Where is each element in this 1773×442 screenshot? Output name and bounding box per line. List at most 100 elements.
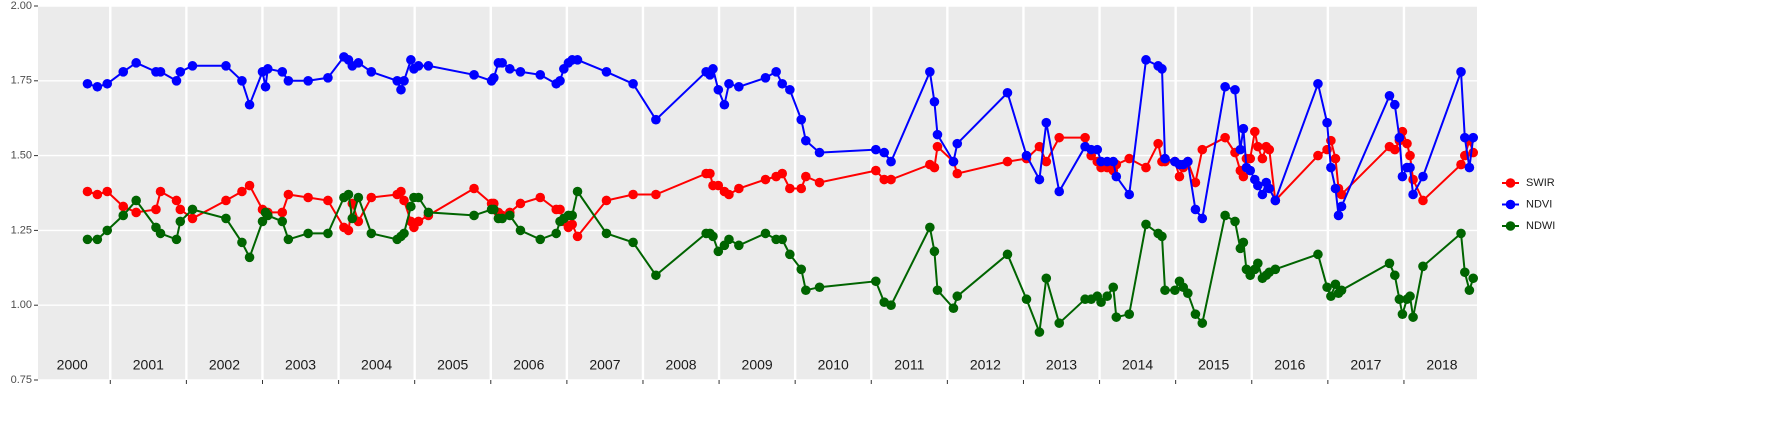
data-point	[1157, 64, 1167, 74]
data-point	[601, 228, 612, 239]
data-point	[469, 210, 479, 221]
data-point	[237, 237, 247, 248]
data-point	[1124, 309, 1135, 319]
data-point	[1408, 174, 1418, 185]
data-point	[713, 246, 724, 257]
data-point	[932, 129, 943, 140]
data-point	[551, 228, 562, 239]
data-point	[925, 67, 935, 77]
data-point	[1021, 150, 1032, 161]
data-point	[734, 183, 744, 194]
year-label: 2013	[1046, 357, 1077, 373]
data-point	[244, 252, 255, 263]
year-label: 2000	[57, 357, 88, 373]
data-point	[1238, 237, 1249, 248]
data-point	[929, 162, 940, 173]
data-point	[1157, 231, 1167, 242]
data-point	[1034, 327, 1045, 337]
data-point	[323, 73, 333, 83]
data-point	[796, 183, 807, 194]
year-label: 2011	[894, 357, 924, 373]
data-point	[1034, 174, 1045, 185]
legend-label: NDWI	[1526, 220, 1555, 232]
year-label: 2016	[1274, 357, 1305, 373]
data-point	[1041, 156, 1052, 167]
data-point	[1141, 219, 1151, 230]
data-point	[1253, 141, 1263, 152]
data-point	[705, 168, 715, 179]
data-point	[1183, 156, 1193, 167]
data-point	[1390, 99, 1400, 110]
data-point	[102, 186, 113, 197]
data-point	[1253, 180, 1263, 191]
year-label: 2018	[1426, 357, 1457, 373]
data-point	[175, 204, 186, 215]
data-point	[1384, 90, 1395, 101]
data-point	[572, 186, 583, 197]
data-point	[396, 84, 406, 95]
data-point	[814, 282, 825, 293]
legend-marker	[1505, 199, 1516, 210]
data-point	[1313, 150, 1323, 161]
data-point	[567, 210, 578, 221]
data-point	[1197, 318, 1208, 328]
data-point	[1456, 67, 1466, 77]
data-point	[515, 198, 526, 209]
data-point	[1054, 132, 1065, 143]
year-label: 2017	[1350, 357, 1381, 373]
data-point	[1197, 213, 1208, 224]
data-point	[1336, 189, 1347, 200]
y-tick-label: 2.00	[11, 0, 32, 12]
data-point	[323, 195, 333, 206]
data-point	[277, 216, 288, 227]
data-point	[932, 141, 943, 152]
data-point	[814, 147, 825, 158]
data-point	[1394, 132, 1405, 143]
data-point	[1405, 162, 1415, 173]
data-point	[1330, 183, 1341, 194]
data-point	[879, 174, 890, 185]
year-label: 2008	[665, 357, 696, 373]
data-point	[1402, 138, 1412, 149]
data-point	[724, 234, 734, 245]
data-point	[118, 201, 129, 212]
data-point	[760, 174, 771, 185]
data-point	[796, 264, 807, 275]
year-label: 2015	[1198, 357, 1229, 373]
data-point	[1153, 138, 1163, 149]
data-point	[713, 84, 724, 95]
data-point	[871, 276, 881, 287]
legend-marker	[1505, 221, 1516, 231]
data-point	[535, 70, 546, 80]
data-point	[347, 213, 358, 224]
data-point	[1257, 153, 1268, 164]
data-point	[1238, 171, 1249, 182]
data-point	[1464, 162, 1475, 173]
data-point	[1405, 150, 1415, 161]
data-point	[572, 231, 583, 242]
data-point	[413, 216, 424, 227]
data-point	[1245, 165, 1256, 176]
data-point	[423, 61, 434, 71]
data-point	[601, 195, 612, 206]
data-point	[535, 192, 546, 203]
data-point	[1238, 123, 1249, 134]
data-point	[187, 213, 198, 224]
data-point	[1183, 288, 1193, 299]
data-point	[244, 99, 255, 110]
data-point	[283, 189, 294, 200]
data-point	[155, 228, 166, 239]
data-point	[734, 81, 744, 92]
year-label: 2014	[1122, 357, 1153, 373]
data-point	[515, 67, 526, 77]
legend-marker	[1505, 178, 1516, 188]
data-point	[651, 270, 661, 281]
data-point	[1096, 297, 1106, 308]
data-point	[1405, 291, 1415, 302]
data-point	[187, 204, 198, 215]
data-point	[155, 67, 166, 77]
data-point	[628, 237, 638, 248]
data-point	[785, 84, 795, 95]
year-label: 2010	[818, 357, 849, 373]
